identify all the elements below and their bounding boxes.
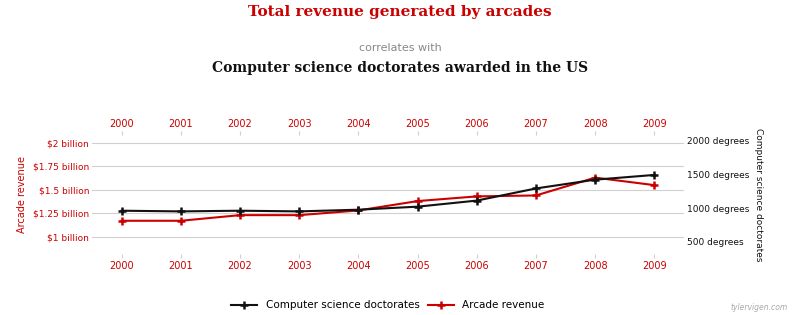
Legend: Computer science doctorates, Arcade revenue: Computer science doctorates, Arcade reve… (227, 296, 549, 314)
Arcade revenue (590, 176, 600, 180)
Arcade revenue (117, 219, 126, 223)
Arcade revenue (235, 213, 245, 217)
Computer science doctorates (235, 209, 245, 213)
Arcade revenue (176, 219, 186, 223)
Arcade revenue (650, 183, 659, 187)
Computer science doctorates (650, 173, 659, 177)
Computer science doctorates (413, 205, 422, 209)
Computer science doctorates (590, 178, 600, 181)
Arcade revenue (354, 209, 363, 212)
Computer science doctorates (176, 209, 186, 213)
Computer science doctorates (472, 199, 482, 203)
Arcade revenue (472, 194, 482, 198)
Line: Computer science doctorates: Computer science doctorates (118, 171, 658, 215)
Text: correlates with: correlates with (358, 43, 442, 53)
Text: Computer science doctorates awarded in the US: Computer science doctorates awarded in t… (212, 61, 588, 75)
Text: Total revenue generated by arcades: Total revenue generated by arcades (248, 5, 552, 19)
Y-axis label: Computer science doctorates: Computer science doctorates (754, 128, 763, 261)
Computer science doctorates (354, 208, 363, 212)
Line: Arcade revenue: Arcade revenue (118, 174, 658, 225)
Arcade revenue (294, 213, 304, 217)
Computer science doctorates (531, 186, 541, 190)
Arcade revenue (413, 199, 422, 203)
Computer science doctorates (117, 209, 126, 213)
Computer science doctorates (294, 209, 304, 213)
Arcade revenue (531, 193, 541, 197)
Y-axis label: Arcade revenue: Arcade revenue (18, 156, 27, 233)
Text: tylervigen.com: tylervigen.com (730, 303, 788, 312)
